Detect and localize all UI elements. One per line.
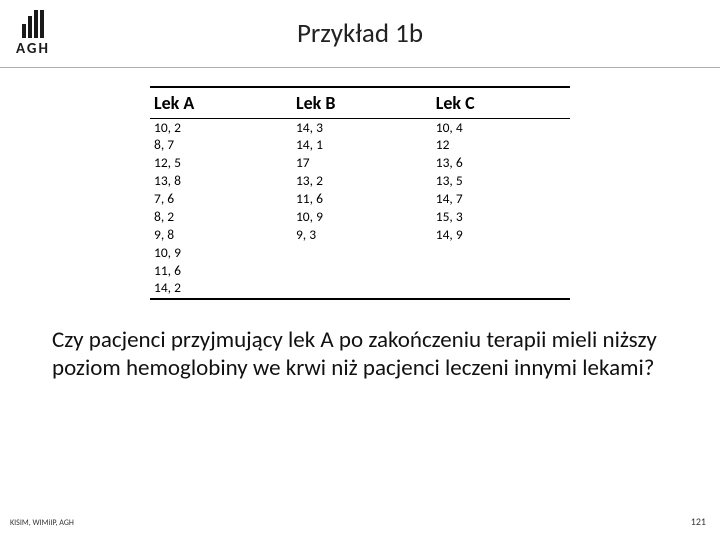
cell: 13, 8 xyxy=(150,173,292,191)
cell: 12 xyxy=(432,137,570,155)
cell: 12, 5 xyxy=(150,155,292,173)
data-table-wrap: Lek A Lek B Lek C 10, 214, 310, 4 8, 714… xyxy=(150,86,570,300)
cell xyxy=(432,280,570,299)
cell xyxy=(292,280,432,299)
data-table: Lek A Lek B Lek C 10, 214, 310, 4 8, 714… xyxy=(150,86,570,300)
cell xyxy=(292,262,432,280)
cell: 10, 2 xyxy=(150,119,292,137)
cell: 15, 3 xyxy=(432,208,570,226)
table-row: 10, 9 xyxy=(150,244,570,262)
cell: 9, 3 xyxy=(292,226,432,244)
cell: 8, 2 xyxy=(150,208,292,226)
table-header-row: Lek A Lek B Lek C xyxy=(150,87,570,119)
slide-title: Przykład 1b xyxy=(10,17,710,50)
cell: 7, 6 xyxy=(150,191,292,209)
table-row: 8, 714, 112 xyxy=(150,137,570,155)
footer-left: KISIM, WIMiIP, AGH xyxy=(10,518,74,528)
question-text: Czy pacjenci przyjmujący lek A po zakońc… xyxy=(52,326,668,382)
cell xyxy=(432,262,570,280)
cell: 9, 8 xyxy=(150,226,292,244)
table-row: 7, 611, 614, 7 xyxy=(150,191,570,209)
cell: 10, 9 xyxy=(292,208,432,226)
table-row: 11, 6 xyxy=(150,262,570,280)
cell: 14, 1 xyxy=(292,137,432,155)
cell: 14, 2 xyxy=(150,280,292,299)
cell: 10, 9 xyxy=(150,244,292,262)
cell: 13, 6 xyxy=(432,155,570,173)
cell: 11, 6 xyxy=(150,262,292,280)
table-row: 10, 214, 310, 4 xyxy=(150,119,570,137)
cell: 14, 3 xyxy=(292,119,432,137)
slide-content: Lek A Lek B Lek C 10, 214, 310, 4 8, 714… xyxy=(0,68,720,382)
col-header-c: Lek C xyxy=(432,87,570,119)
cell: 8, 7 xyxy=(150,137,292,155)
col-header-b: Lek B xyxy=(292,87,432,119)
col-header-a: Lek A xyxy=(150,87,292,119)
cell: 17 xyxy=(292,155,432,173)
cell: 14, 9 xyxy=(432,226,570,244)
cell: 13, 5 xyxy=(432,173,570,191)
table-body: 10, 214, 310, 4 8, 714, 112 12, 51713, 6… xyxy=(150,119,570,299)
table-row: 14, 2 xyxy=(150,280,570,299)
table-row: 13, 813, 213, 5 xyxy=(150,173,570,191)
cell xyxy=(432,244,570,262)
cell: 14, 7 xyxy=(432,191,570,209)
cell: 13, 2 xyxy=(292,173,432,191)
table-row: 8, 210, 915, 3 xyxy=(150,208,570,226)
table-row: 9, 89, 314, 9 xyxy=(150,226,570,244)
cell: 11, 6 xyxy=(292,191,432,209)
cell: 10, 4 xyxy=(432,119,570,137)
slide-header: AGH Przykład 1b xyxy=(0,0,720,68)
page-number: 121 xyxy=(691,515,706,528)
cell xyxy=(292,244,432,262)
table-row: 12, 51713, 6 xyxy=(150,155,570,173)
